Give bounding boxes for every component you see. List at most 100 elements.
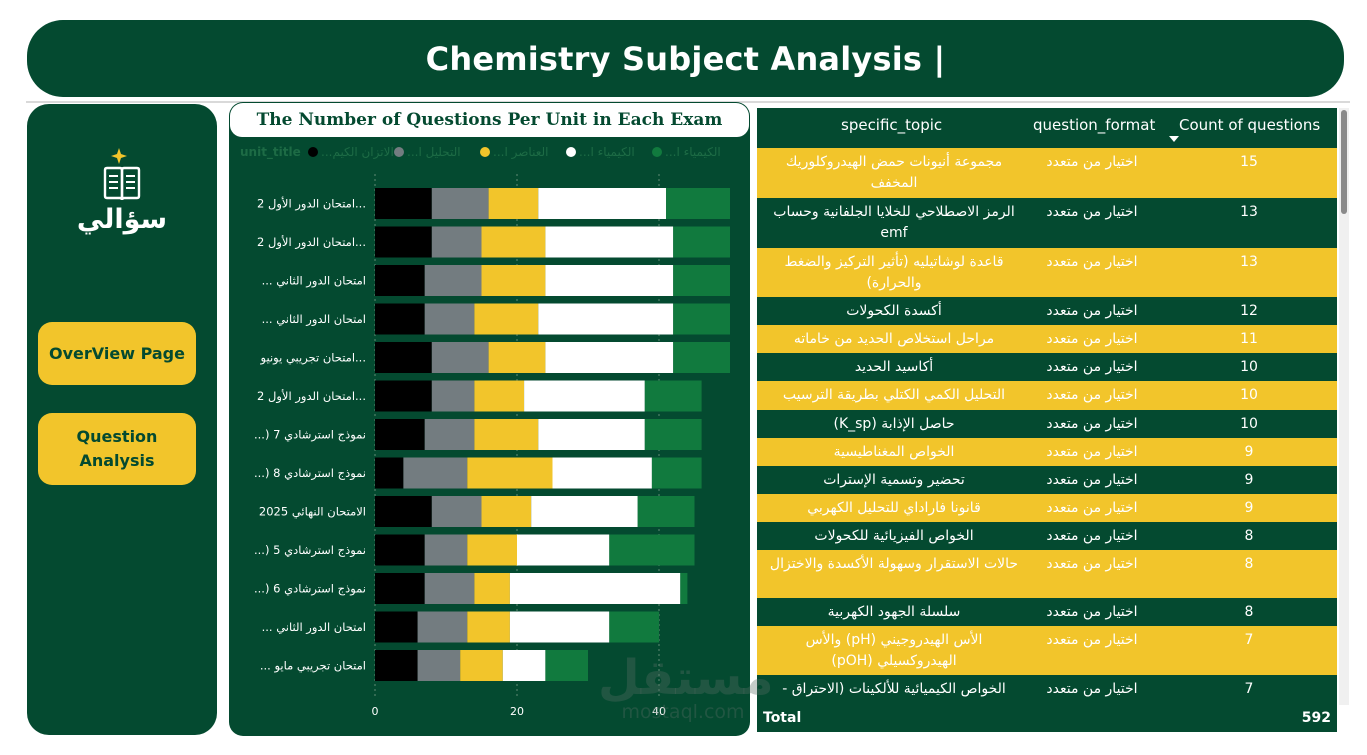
bar-segment [424,534,468,566]
bar-segment [680,573,688,604]
bar-segment [545,226,674,258]
bar-segment [538,303,674,335]
x-tick-label: 20 [510,705,524,718]
bar-segment [673,342,730,373]
table-row[interactable]: أكاسيد الحديد اختيار من متعدد 10 [757,353,1337,381]
bar-segment [481,226,546,258]
bar-segment [431,342,489,373]
category-label: ... امتحان الدور الثاني [262,312,366,327]
cell-count: 11 [1240,331,1258,347]
cell-count: 9 [1244,444,1254,460]
cell-specific-topic: الخواص الكيميائية للألكينات (الاحتراق - [782,681,1006,697]
cell-count: 8 [1244,604,1254,620]
legend-item: ...العناصر ا [493,145,548,160]
category-label: ...) نموذج استرشادي 7 [254,428,366,443]
bar-segment [424,573,475,604]
table-row[interactable]: الأس الهيدروجيني (pH) والأس الهيدروكسيلي… [757,626,1337,675]
table-row[interactable]: الخواص الكيميائية للألكينات (الاحتراق - ا… [757,675,1337,705]
cell-specific-topic: حاصل الإذابة (K_sp) [833,416,955,432]
cell-specific-topic: أكسدة الكحولات [846,303,942,319]
column-header-specific-topic[interactable]: specific_topic [841,116,943,134]
cell-specific-topic: قاعدة لوشاتيليه (تأثير التركيز والضغط وا… [784,254,1004,291]
bar-segment [538,419,645,450]
category-label: امتحان تجريبي يونيو... [260,351,366,366]
cell-count: 8 [1244,528,1254,544]
legend-marker [566,147,576,157]
legend-item: ...الاتزان الكيم [321,145,394,160]
bar-segment [524,380,645,412]
cell-specific-topic: مراحل استخلاص الحديد من خاماته [793,331,995,347]
category-label: امتحان الدور الأول 2... [257,389,366,404]
cell-count: 12 [1240,303,1258,319]
bar-segment [431,496,482,527]
scrollbar-thumb[interactable] [1341,110,1347,214]
overview-page-button[interactable]: OverView Page [38,322,196,385]
cell-count: 8 [1244,556,1254,572]
total-label: Total [763,710,802,726]
bar-segment [375,573,425,604]
table-row[interactable]: سلسلة الجهود الكهربية اختيار من متعدد 8 [757,598,1337,626]
bar-segment [651,457,702,489]
table-row[interactable]: قاعدة لوشاتيليه (تأثير التركيز والضغط وا… [757,248,1337,297]
bar-segment [673,265,730,296]
bar-segment [673,303,730,335]
cell-question-format: اختيار من متعدد [1046,359,1138,375]
cell-specific-topic: الخواص الفيزيائية للكحولات [814,528,974,544]
table-row[interactable]: التحليل الكمي الكتلي بطريقة الترسيب اختيا… [757,381,1337,410]
sort-descending-icon [1169,136,1179,142]
cell-count: 9 [1244,500,1254,516]
cell-question-format: اختيار من متعدد [1046,604,1138,620]
legend-item: ...التحليل ا [407,145,461,159]
bar-segment [467,534,517,566]
column-header-question-format[interactable]: question_format [1033,116,1156,134]
table-row[interactable]: قانونا فاراداي للتحليل الكهربي اختيار من … [757,494,1337,522]
table-body: مجموعة أنيونات حمض الهيدروكلوريك المخفف ا… [757,148,1337,705]
bar-segment [488,342,546,373]
cell-question-format: اختيار من متعدد [1046,303,1138,319]
cell-specific-topic: الأس الهيدروجيني (pH) والأس الهيدروكسيلي… [805,632,983,669]
bar-segment [481,265,546,296]
legend-marker [480,147,490,157]
table-row[interactable]: تحضير وتسمية الإسترات اختيار من متعدد 9 [757,466,1337,494]
cell-question-format: اختيار من متعدد [1046,500,1138,516]
table-row[interactable]: أكسدة الكحولات اختيار من متعدد 12 [757,297,1337,325]
cell-question-format: اختيار من متعدد [1046,416,1138,432]
bar-segment [431,380,475,412]
table-row[interactable]: مراحل استخلاص الحديد من خاماته اختيار من … [757,325,1337,353]
table-header: specific_topic question_format Count of … [757,108,1337,148]
cell-question-format: اختيار من متعدد [1046,444,1138,460]
bar-segment [552,457,652,489]
chart-title-box: The Number of Questions Per Unit in Each… [230,103,749,137]
bar-segment [481,496,532,527]
bar-segment [545,265,674,296]
table-row[interactable]: مجموعة أنيونات حمض الهيدروكلوريك المخفف ا… [757,148,1337,198]
total-value: 592 [1301,710,1331,726]
cell-specific-topic: الرمز الاصطلاحي للخلايا الجلفانية وحساب … [773,204,1015,241]
table-row[interactable]: حاصل الإذابة (K_sp) اختيار من متعدد 10 [757,410,1337,438]
column-header-count[interactable]: Count of questions [1179,116,1321,134]
bar-segment [417,611,468,643]
cell-specific-topic: الخواص المغناطيسية [833,444,955,460]
chart-canvas: unit_title ...الاتزان الكيم ...التحليل ا..… [240,145,730,718]
bar-segment [545,650,588,681]
table-scrollbar[interactable] [1339,108,1349,705]
bar-segment [673,226,730,258]
table-row[interactable]: الرمز الاصطلاحي للخلايا الجلفانية وحساب … [757,198,1337,248]
bar-segment [509,573,681,604]
cell-specific-topic: سلسلة الجهود الكهربية [827,604,961,620]
bar-segment [375,265,425,296]
table-row[interactable]: الخواص المغناطيسية اختيار من متعدد 9 [757,438,1337,466]
table-row[interactable]: حالات الاستقرار وسهولة الأكسدة والاختزال… [757,550,1337,598]
bar-segment [517,534,610,566]
table-row[interactable]: الخواص الفيزيائية للكحولات اختيار من متعد… [757,522,1337,550]
bar-segment [609,534,695,566]
page-title: Chemistry Subject Analysis | [425,39,946,78]
question-analysis-button[interactable]: Question Analysis [38,413,196,485]
bar-segment [375,457,404,489]
category-label: ...) نموذج استرشادي 6 [254,582,366,597]
bar-segment [431,188,489,219]
legend-marker [394,147,404,157]
bar-segment [375,380,432,412]
app-logo: سؤالي [27,146,217,235]
bar-segment [375,226,432,258]
